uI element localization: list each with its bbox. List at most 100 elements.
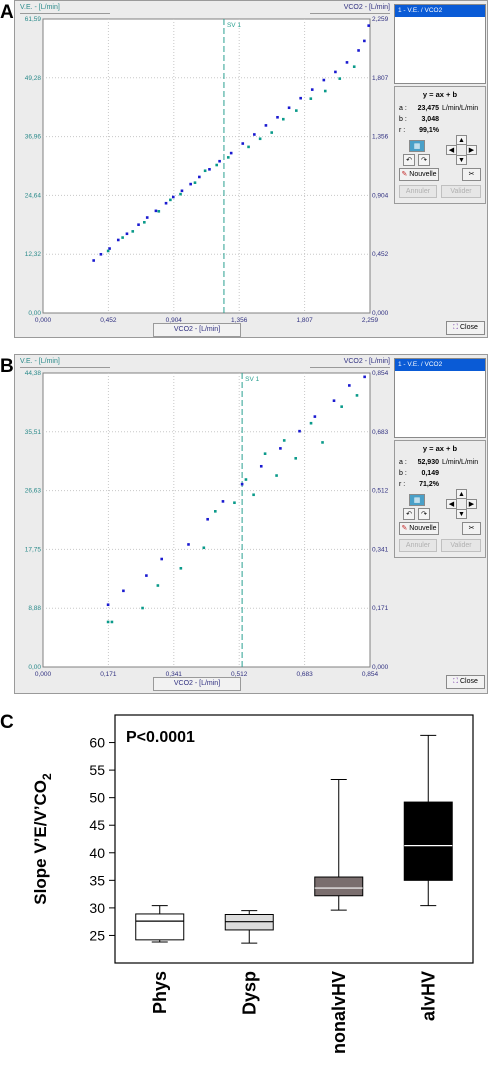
cancel-button[interactable]: Annuler xyxy=(399,539,437,552)
data-point xyxy=(154,209,158,213)
data-point xyxy=(334,70,337,74)
x-axis-label-button[interactable]: VCO2 - [L/min] xyxy=(153,677,241,691)
data-point xyxy=(157,210,161,213)
x-tick-label: 0,683 xyxy=(296,671,313,678)
box xyxy=(135,913,185,941)
data-point xyxy=(357,49,360,52)
data-point xyxy=(110,620,114,624)
data-point xyxy=(121,236,124,239)
slope-unit: L/min/L/min xyxy=(442,105,479,112)
y-tick-label-right: 0,452 xyxy=(372,251,389,258)
data-point xyxy=(180,189,184,193)
data-point xyxy=(259,464,263,468)
new-line-label: Nouvelle xyxy=(409,525,437,532)
sv1-label: SV 1 xyxy=(227,22,241,29)
undo-icon[interactable]: ↶ xyxy=(403,508,415,520)
equation-title: y = ax + b xyxy=(422,90,458,99)
data-point xyxy=(171,195,175,199)
x-tick-label: 0,000 xyxy=(35,317,52,324)
move-down-icon[interactable]: ▼ xyxy=(456,155,467,165)
intercept-row: b : 0,149 xyxy=(399,470,442,477)
y-tick-label-left: 35,51 xyxy=(25,429,42,436)
y-tick-label-left: 0,00 xyxy=(28,664,41,671)
data-point xyxy=(363,375,366,379)
y-tick-label-left: 44,38 xyxy=(25,370,42,377)
data-point xyxy=(322,78,326,82)
new-line-button[interactable]: ✎ Nouvelle xyxy=(399,522,439,535)
correlation-key: r : xyxy=(399,127,406,134)
data-point xyxy=(203,169,207,173)
calculator-icon[interactable]: ▦ xyxy=(409,494,425,506)
data-point xyxy=(253,133,256,136)
data-point xyxy=(198,175,201,179)
data-point xyxy=(355,394,359,397)
new-line-button[interactable]: ✎ Nouvelle xyxy=(399,168,439,181)
data-point xyxy=(340,405,343,408)
y-tick-label: 60 xyxy=(89,735,105,751)
y-tick-label-left: 61,59 xyxy=(25,16,42,23)
data-point xyxy=(298,429,301,433)
validate-button[interactable]: Valider xyxy=(441,539,481,552)
close-button[interactable]: ⛶ Close xyxy=(446,675,485,689)
left-axis-tab[interactable]: V.E. - [L/min] xyxy=(20,2,110,14)
data-point xyxy=(309,97,313,100)
regression-window-b: V.E. - [L/min] VCO2 - [L/min] 0,000 0,171… xyxy=(14,354,488,694)
scissors-button[interactable]: ✂ xyxy=(462,168,481,181)
correlation-value: 71,2% xyxy=(419,481,439,488)
scissors-button[interactable]: ✂ xyxy=(462,522,481,535)
data-point xyxy=(275,474,278,477)
category-label: Phys xyxy=(150,971,170,1014)
redo-icon[interactable]: ↷ xyxy=(418,508,430,520)
data-point xyxy=(313,415,317,418)
data-point xyxy=(348,384,351,387)
category-label: Dysp xyxy=(239,971,259,1015)
scissors-icon: ✂ xyxy=(468,171,475,178)
move-down-icon[interactable]: ▼ xyxy=(456,509,467,519)
data-point xyxy=(189,182,192,186)
right-axis-tab[interactable]: VCO2 - [L/min] xyxy=(310,356,390,368)
undo-icon[interactable]: ↶ xyxy=(403,154,415,166)
curve-list[interactable]: 1 - V.E. / VCO2 xyxy=(394,358,486,438)
x-tick-label: 2,259 xyxy=(362,317,379,324)
correlation-key: r : xyxy=(399,481,406,488)
slope-row: a : 23,475 L/min/L/min xyxy=(399,105,478,112)
left-axis-tab[interactable]: V.E. - [L/min] xyxy=(20,356,110,368)
redo-icon[interactable]: ↷ xyxy=(418,154,430,166)
data-point xyxy=(202,546,206,550)
close-button[interactable]: ⛶ Close xyxy=(446,321,485,335)
move-right-icon[interactable]: ▶ xyxy=(466,499,477,509)
door-icon: ⛶ xyxy=(453,324,459,331)
move-up-icon[interactable]: ▲ xyxy=(456,489,467,499)
data-point xyxy=(145,216,149,219)
y-tick-label: 25 xyxy=(89,927,105,943)
x-axis-label-button[interactable]: VCO2 - [L/min] xyxy=(153,323,241,337)
data-point xyxy=(92,259,95,262)
move-left-icon[interactable]: ◀ xyxy=(446,499,457,509)
curve-list-item[interactable]: 1 - V.E. / VCO2 xyxy=(395,5,485,17)
correlation-row: r : 71,2% xyxy=(399,481,442,488)
data-point xyxy=(226,156,230,159)
data-point xyxy=(258,137,262,141)
move-up-icon[interactable]: ▲ xyxy=(456,135,467,145)
data-point xyxy=(367,24,370,27)
move-right-icon[interactable]: ▶ xyxy=(466,145,477,155)
right-axis-tab[interactable]: VCO2 - [L/min] xyxy=(310,2,390,14)
move-left-icon[interactable]: ◀ xyxy=(446,145,457,155)
data-point xyxy=(106,620,110,624)
calculator-icon[interactable]: ▦ xyxy=(409,140,425,152)
validate-button[interactable]: Valider xyxy=(441,185,481,198)
new-line-label: Nouvelle xyxy=(409,171,437,178)
curve-list[interactable]: 1 - V.E. / VCO2 xyxy=(394,4,486,84)
curve-list-item[interactable]: 1 - V.E. / VCO2 xyxy=(395,359,485,371)
close-label: Close xyxy=(459,678,478,685)
data-point xyxy=(206,517,209,521)
x-tick-label: 0,341 xyxy=(166,671,183,678)
data-point xyxy=(116,238,120,242)
data-point xyxy=(240,482,244,486)
intercept-key: b : xyxy=(399,116,407,123)
y-tick-label-right: 1,807 xyxy=(372,75,389,82)
y-tick-label: 55 xyxy=(89,762,105,778)
y-tick-label-right: 0,854 xyxy=(372,370,389,377)
cancel-button[interactable]: Annuler xyxy=(399,185,437,198)
data-point xyxy=(276,115,279,119)
